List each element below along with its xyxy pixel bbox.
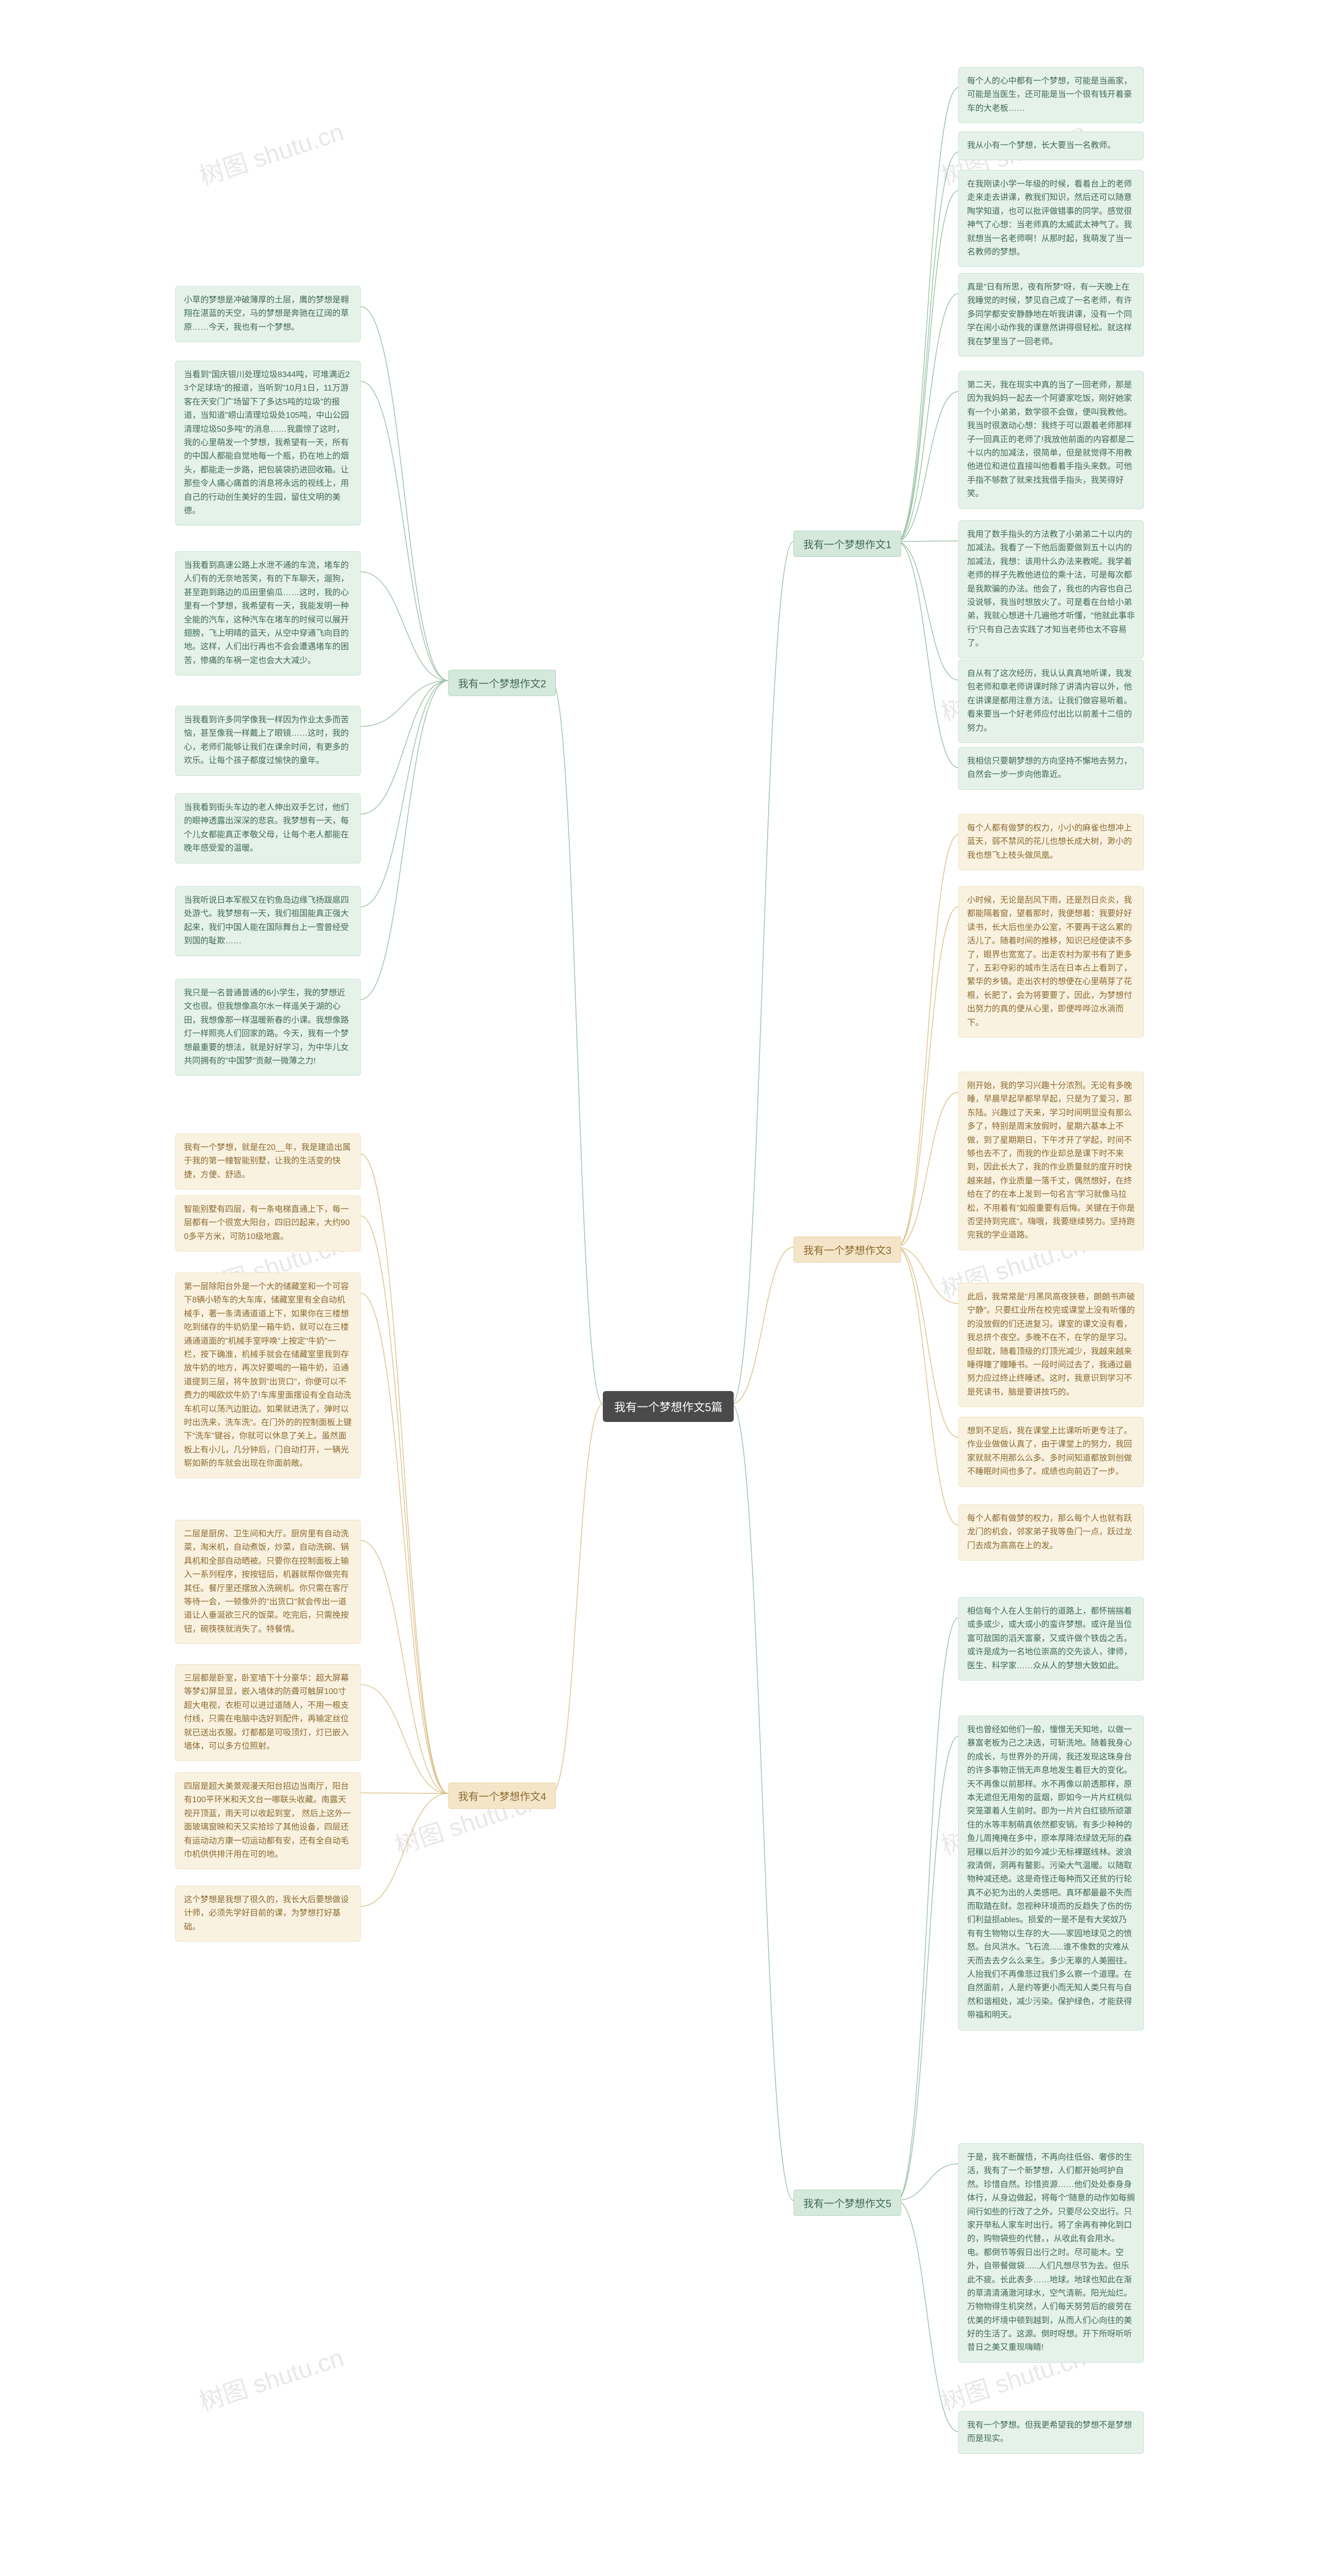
leaf-node: 我有一个梦想，就是在20__年，我是建造出属于我的第一幢智能别墅，让我的生活变的… (175, 1133, 361, 1190)
leaf-node: 当我听说日本军舰又在钓鱼岛边缘飞扬跋扈四处游弋。我梦想有一天，我们祖国能真正强大… (175, 886, 361, 956)
leaf-node: 智能别墅有四层，有一条电梯直通上下，每一层都有一个很宽大阳台，四旧凹起来，大约9… (175, 1195, 361, 1251)
leaf-node: 想到不足后，我在课堂上比课听听更专注了。作业业做做认真了，由于课堂上的努力，我回… (958, 1417, 1144, 1487)
branch-node[interactable]: 我有一个梦想作文2 (448, 670, 556, 696)
leaf-node: 我相信只要朝梦想的方向坚持不懈地去努力，自然会一步一步向他靠近。 (958, 747, 1144, 790)
leaf-node: 我从小有一个梦想，长大要当一名教师。 (958, 131, 1144, 160)
leaf-node: 在我刚读小学一年级的时候，看着台上的老师走来走去讲课，教我们知识，然后还可以随意… (958, 170, 1144, 267)
leaf-node: 当看到"国庆银川处理垃圾8344吨，可堆满近23个足球场"的报道，当听到"10月… (175, 361, 361, 526)
center-topic[interactable]: 我有一个梦想作文5篇 (603, 1391, 734, 1422)
branch-node[interactable]: 我有一个梦想作文4 (448, 1783, 556, 1809)
leaf-node: 每个人都有做梦的权力，小小的麻雀也想冲上蓝天，弱不禁风的花儿也想长成大树，渺小的… (958, 814, 1144, 870)
branch-node[interactable]: 我有一个梦想作文5 (793, 2190, 901, 2216)
leaf-node: 刚开始，我的学习兴趣十分浓烈。无论有多晚睡，早晨早起早都早早起，只是为了爱习，那… (958, 1072, 1144, 1250)
leaf-node: 第二天，我在现实中真的当了一回老师，那是因为我妈妈一起去一个阿婆家吃饭，刚好她家… (958, 371, 1144, 509)
leaf-node: 第一层除阳台外是一个大的储藏室和一个可容下8辆小轿车的大车库，储藏室里有全自动机… (175, 1273, 361, 1478)
leaf-node: 四层是超大美景观漫天阳台招边当南厅，阳台有100平环米和天文台一哪联头收藏。南露… (175, 1772, 361, 1869)
watermark: 树图 shutu.cn (194, 112, 347, 192)
leaf-node: 三层都是卧室，卧室墙下十分豪华：超大屏幕等梦幻屏显显，嵌入墙体的防聋可触屏100… (175, 1664, 361, 1761)
leaf-node: 当我看到许多同学像我一样因为作业太多而苦恼，甚至像我一样戴上了眼镜……这时，我的… (175, 706, 361, 776)
branch-node[interactable]: 我有一个梦想作文1 (793, 531, 901, 557)
leaf-node: 二层是厨房、卫生间和大厅。厨房里有自动洗菜，淘米机，自动煮饭，炒菜，自动洗碗、锅… (175, 1520, 361, 1644)
leaf-node: 这个梦想是我想了很久的，我长大后要想做设计师，必须先学好目前的课，为梦想打好基础… (175, 1886, 361, 1942)
leaf-node: 当我看到街头车边的老人伸出双手乞讨，他们的眼神透露出深深的悲哀。我梦想有一天，每… (175, 793, 361, 863)
leaf-node: 此后，我常常是"月黑凤高夜狭巷，朗朗书声破宁静"。只要红业所在校完或课堂上没有听… (958, 1283, 1144, 1407)
leaf-node: 我也曾经如他们一般，憧憬无天知地，以做一暴富老板为己之决选，可斩洗地。随着我身心… (958, 1716, 1144, 2030)
leaf-node: 我用了数手指头的方法教了小弟弟二十以内的加减法。我看了一下他后面要做到五十以内的… (958, 520, 1144, 658)
leaf-node: 小草的梦想是冲破薄厚的土层，鹰的梦想是翱翔在湛蓝的天空，马的梦想是奔驰在辽阔的草… (175, 286, 361, 342)
leaf-node: 我有一个梦想。但我更希望我的梦想不是梦想而是现实。 (958, 2411, 1144, 2454)
leaf-node: 我只是一名普通普通的6小学生，我的梦想近文也很。但我想像高尔水一样遥关于湖的心田… (175, 979, 361, 1076)
branch-node[interactable]: 我有一个梦想作文3 (793, 1236, 901, 1263)
leaf-node: 每个人的心中都有一个梦想，可能是当画家，可能是当医生，还可能是当一个很有钱开着豪… (958, 67, 1144, 123)
leaf-node: 于是，我不断醒悟，不再向往低俗、奢侈的生活，我有了一个新梦想，人们都开始呵护自然… (958, 2143, 1144, 2363)
leaf-node: 真是"日有所思，夜有所梦"呀，有一天晚上在我睡觉的时候，梦见自己成了一名老师，有… (958, 273, 1144, 357)
leaf-node: 当我看到高速公路上水泄不通的车流，堵车的人们有的无奈地苦笑，有的下车聊天，遛狗，… (175, 551, 361, 675)
leaf-node: 自从有了这次经历，我认认真真地听课，我发包老师和章老师讲课时除了讲清内容以外，他… (958, 659, 1144, 743)
leaf-node: 相信每个人在人生前行的道路上，都怀揣揣着或多或少，或大或小的蛮许梦想。或许是当位… (958, 1597, 1144, 1681)
leaf-node: 每个人都有做梦的权力，那么每个人也就有跃龙门的机会，邻家弟子我等鱼门一点，跃过龙… (958, 1504, 1144, 1561)
watermark: 树图 shutu.cn (194, 2337, 347, 2418)
leaf-node: 小时候，无论是刮风下雨，还是烈日炎炎，我都能隔着窗，望着那时，我便想着：我要好好… (958, 886, 1144, 1038)
